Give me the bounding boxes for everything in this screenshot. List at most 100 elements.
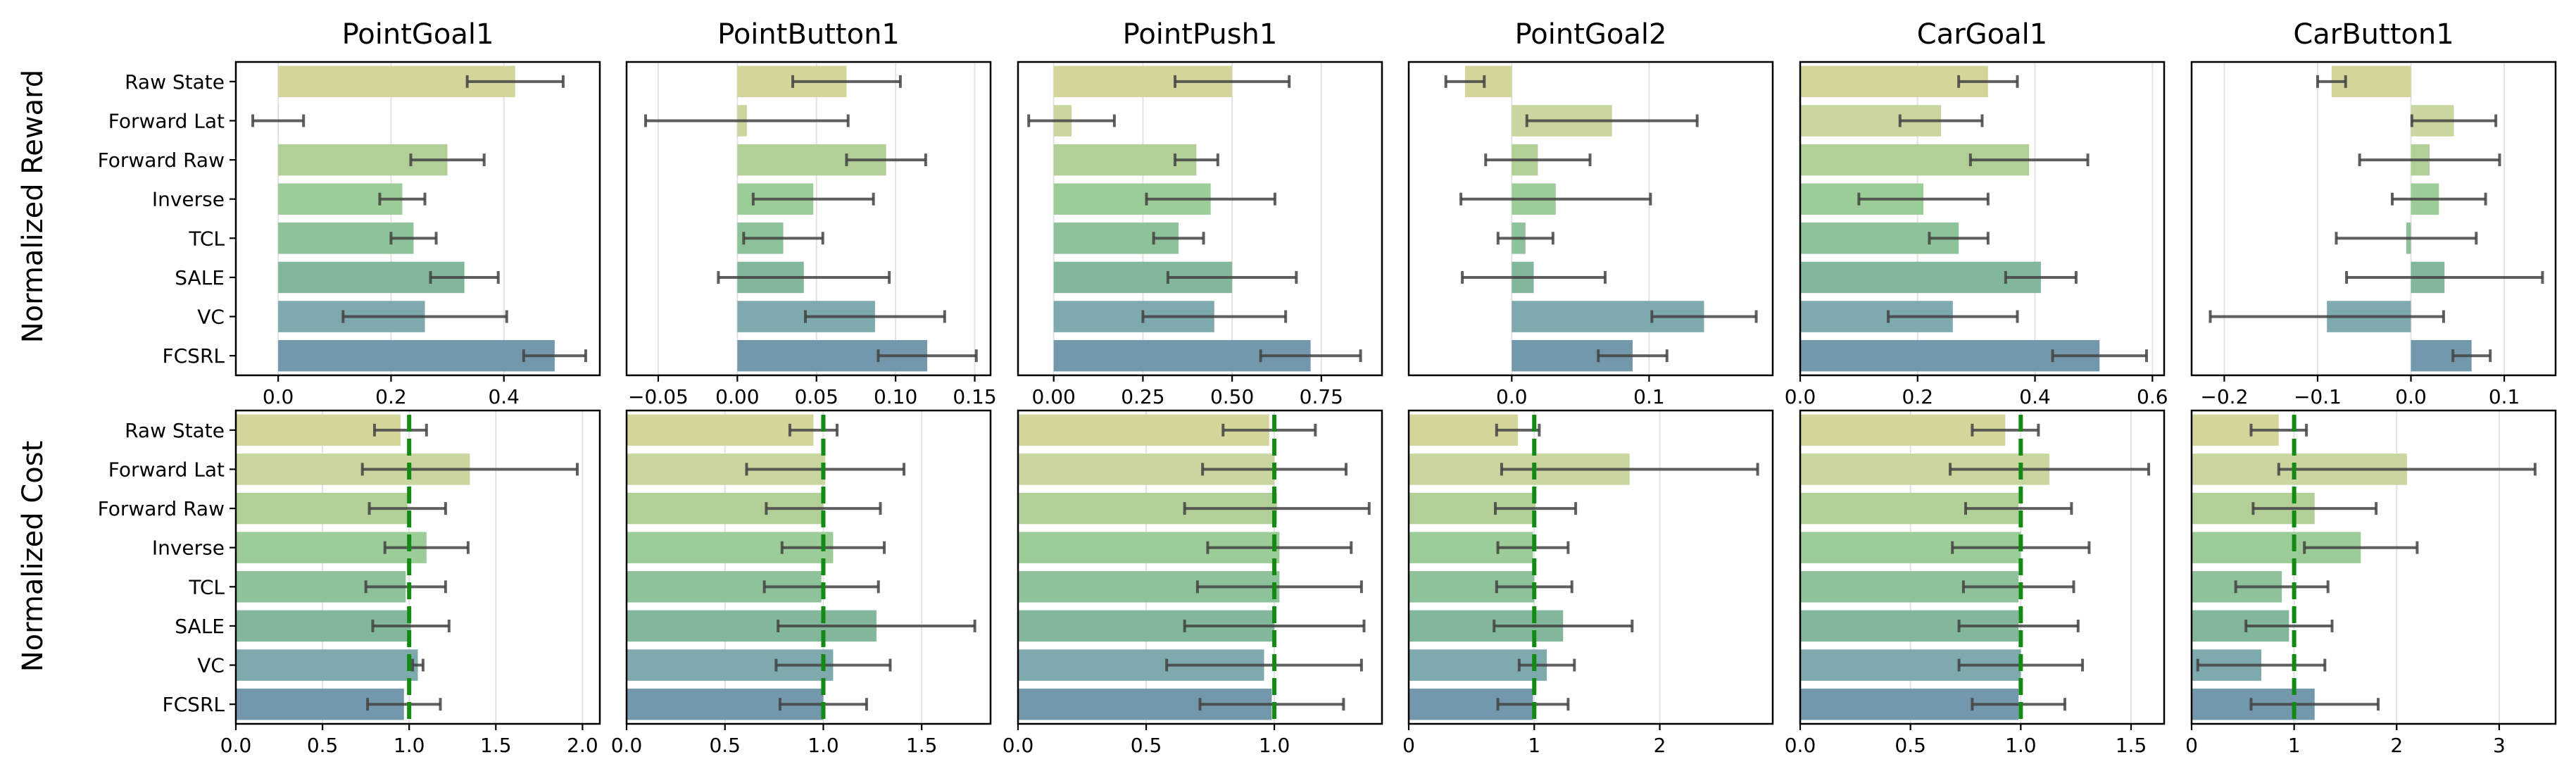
x-tick-label: 0.5 — [1895, 734, 1926, 757]
chart-title: CarButton1 — [2293, 18, 2454, 51]
y-tick-label: SALE — [175, 615, 225, 638]
bar — [1053, 144, 1197, 176]
chart-panel-reward-1: 0.0 0.2 0.4 Raw State Forward Lat Forward Raw… — [98, 18, 601, 408]
y-tick-label: Forward Lat — [108, 109, 225, 132]
chart-panel-cost-4: 0 1 2 — [1402, 409, 1774, 757]
x-tick-label: 0.00 — [1032, 385, 1076, 408]
x-tick-label: 2.0 — [567, 734, 598, 757]
x-tick-label: 0.50 — [1210, 385, 1254, 408]
x-tick-label: 1.5 — [2116, 734, 2147, 757]
chart-title: CarGoal1 — [1917, 18, 2047, 51]
axes-frame — [1017, 61, 1383, 377]
x-tick-label: 0.4 — [488, 385, 520, 408]
x-tick-label: 0.0 — [1785, 385, 1816, 408]
x-tick-label: 0.10 — [874, 385, 917, 408]
chart-panel-reward-3: 0.00 0.25 0.50 0.75 PointPush1 — [1017, 18, 1383, 408]
bar — [278, 339, 555, 372]
axes-frame — [234, 409, 601, 725]
x-tick-label: 0.6 — [2137, 385, 2168, 408]
x-tick-label: 1.0 — [2005, 734, 2037, 757]
panels-group: 0.0 0.2 0.4 Raw State Forward Lat Forward Raw… — [98, 18, 2557, 757]
chart-panel-reward-6: −0.2 −0.1 0.0 0.1 CarButton1 — [2190, 18, 2557, 408]
x-tick-label: 0.0 — [220, 734, 252, 757]
axes-frame — [625, 409, 992, 725]
x-tick-label: 2 — [2390, 734, 2403, 757]
x-tick-label: 0 — [1402, 734, 1415, 757]
y-tick-label: Raw State — [125, 419, 225, 442]
x-tick-label: 0 — [2185, 734, 2198, 757]
x-tick-label: 0.2 — [375, 385, 407, 408]
chart-panel-reward-4: 0.0 0.1 PointGoal2 — [1407, 18, 1774, 408]
axes-frame — [234, 61, 601, 377]
bar — [627, 414, 814, 446]
x-tick-label: 0.0 — [1785, 734, 1816, 757]
y-tick-label: VC — [197, 306, 225, 329]
chart-title: PointGoal2 — [1515, 18, 1667, 51]
x-tick-label: 1 — [1528, 734, 1540, 757]
x-tick-label: 0.5 — [307, 734, 339, 757]
x-tick-label: −0.2 — [2200, 385, 2248, 408]
y-tick-label: Inverse — [152, 188, 225, 211]
axes-frame — [625, 61, 992, 377]
chart-panel-cost-3: 0.0 0.5 1.0 — [1003, 409, 1383, 757]
x-tick-label: 1.0 — [1259, 734, 1290, 757]
x-tick-label: 0.0 — [1003, 734, 1034, 757]
y-tick-label: Inverse — [152, 537, 225, 560]
x-tick-label: −0.1 — [2294, 385, 2342, 408]
x-tick-label: 0.15 — [953, 385, 996, 408]
y-tick-label: Forward Raw — [98, 497, 225, 520]
chart-panel-cost-6: 0 1 2 3 — [2185, 409, 2557, 757]
chart-panel-cost-5: 0.0 0.5 1.0 1.5 — [1785, 409, 2166, 757]
x-tick-label: 0.1 — [2489, 385, 2520, 408]
bar — [1800, 339, 2100, 372]
axes-frame — [2190, 409, 2557, 725]
bar — [236, 649, 418, 681]
x-tick-label: 1 — [2288, 734, 2301, 757]
x-tick-label: 1.0 — [394, 734, 425, 757]
x-tick-label: 1.5 — [480, 734, 512, 757]
x-tick-label: 0.4 — [2019, 385, 2051, 408]
axes-frame — [1799, 409, 2166, 725]
chart-title: PointButton1 — [717, 18, 900, 51]
x-tick-label: 0.0 — [611, 734, 643, 757]
axes-frame — [2190, 61, 2557, 377]
x-tick-label: 0.00 — [715, 385, 759, 408]
x-tick-label: −0.05 — [628, 385, 689, 408]
y-tick-label: Raw State — [125, 70, 225, 94]
x-tick-label: 1.0 — [808, 734, 839, 757]
x-tick-label: 0.5 — [1131, 734, 1162, 757]
axes-frame — [1799, 61, 2166, 377]
x-tick-label: 2 — [1654, 734, 1666, 757]
bar — [1800, 261, 2041, 294]
y-tick-label: Forward Lat — [108, 458, 225, 481]
x-tick-label: 0.0 — [263, 385, 294, 408]
chart-panel-reward-2: −0.05 0.00 0.05 0.10 0.15 PointButton1 — [625, 18, 997, 408]
y-tick-label: FCSRL — [163, 693, 225, 716]
chart-title: PointGoal1 — [342, 18, 494, 51]
bar — [236, 414, 401, 446]
chart-panel-reward-5: 0.0 0.2 0.4 0.6 CarGoal1 — [1785, 18, 2168, 408]
y-tick-label: Forward Raw — [98, 149, 225, 172]
y-tick-label: TCL — [188, 227, 225, 250]
chart-panel-cost-1: 0.0 0.5 1.0 1.5 2.0 Raw State Forward Lat Forwa… — [98, 409, 601, 757]
bar — [1800, 65, 1988, 98]
y-tick-label: VC — [197, 654, 225, 677]
axes-frame — [1017, 409, 1383, 725]
x-tick-label: 0.5 — [709, 734, 741, 757]
x-tick-label: 0.2 — [1902, 385, 1934, 408]
y-tick-label: TCL — [188, 575, 225, 599]
x-tick-label: 0.1 — [1633, 385, 1665, 408]
chart-title: PointPush1 — [1123, 18, 1278, 51]
row-label-reward: Normalized Reward — [17, 70, 49, 344]
x-tick-label: 0.0 — [2395, 385, 2427, 408]
x-tick-label: 0.25 — [1121, 385, 1164, 408]
x-tick-label: 0.05 — [795, 385, 838, 408]
chart-panel-cost-2: 0.0 0.5 1.0 1.5 — [611, 409, 992, 757]
y-tick-label: FCSRL — [163, 344, 225, 368]
x-tick-label: 0.75 — [1300, 385, 1343, 408]
axes-frame — [1407, 61, 1774, 377]
x-tick-label: 1.5 — [906, 734, 938, 757]
y-tick-label: SALE — [175, 266, 225, 289]
x-tick-label: 3 — [2493, 734, 2506, 757]
